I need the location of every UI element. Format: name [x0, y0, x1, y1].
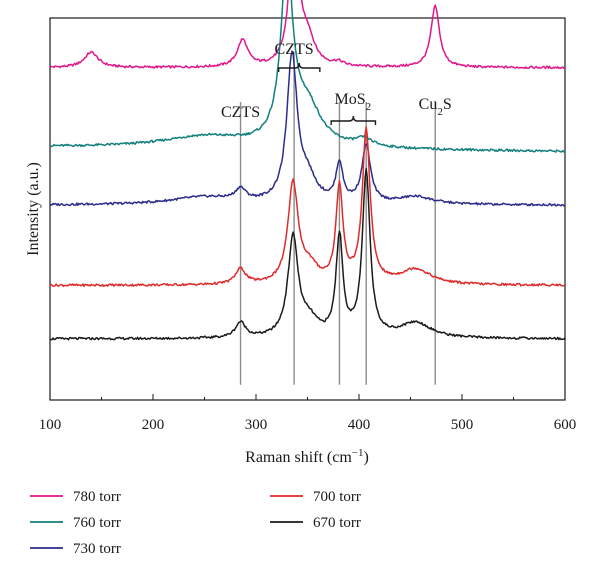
x-tick-label: 400: [348, 417, 371, 433]
brace-bracket: [277, 62, 321, 72]
annotation-cu2s: Cu2S: [419, 96, 452, 118]
x-tick-label: 300: [245, 417, 268, 433]
x-tick-label: 200: [142, 417, 165, 433]
legend-label: 670 torr: [313, 515, 361, 531]
legend: 780 torr 760 torr 730 torr 700 torr 670 torr: [30, 489, 361, 557]
annotation-czts2: CZTS: [275, 41, 314, 58]
x-axis-label: Raman shift (cm−1): [245, 447, 369, 466]
x-tick-label: 100: [39, 417, 62, 433]
series-line-700-torr: [49, 126, 566, 288]
annotation-mos2: MoS2: [335, 91, 372, 113]
series-line-780-torr: [49, 0, 566, 70]
y-axis-label: Intensity (a.u.): [25, 162, 42, 256]
legend-label: 730 torr: [73, 541, 121, 557]
legend-label: 780 torr: [73, 489, 121, 505]
legend-label: 700 torr: [313, 489, 361, 505]
annotations: CZTS CZTS MoS2 Cu2S: [221, 41, 452, 125]
series-line-670-torr: [49, 167, 566, 341]
annotation-czts1: CZTS: [221, 104, 260, 121]
series-line-760-torr: [49, 0, 566, 153]
series-group: [49, 0, 566, 341]
brace-bracket: [330, 115, 377, 125]
x-axis: 100 200 300 400 500 600: [39, 394, 577, 433]
x-tick-label: 600: [554, 417, 577, 433]
series-line-730-torr: [49, 50, 566, 207]
legend-label: 760 torr: [73, 515, 121, 531]
plot-frame: [49, 17, 566, 401]
x-tick-label: 500: [451, 417, 474, 433]
